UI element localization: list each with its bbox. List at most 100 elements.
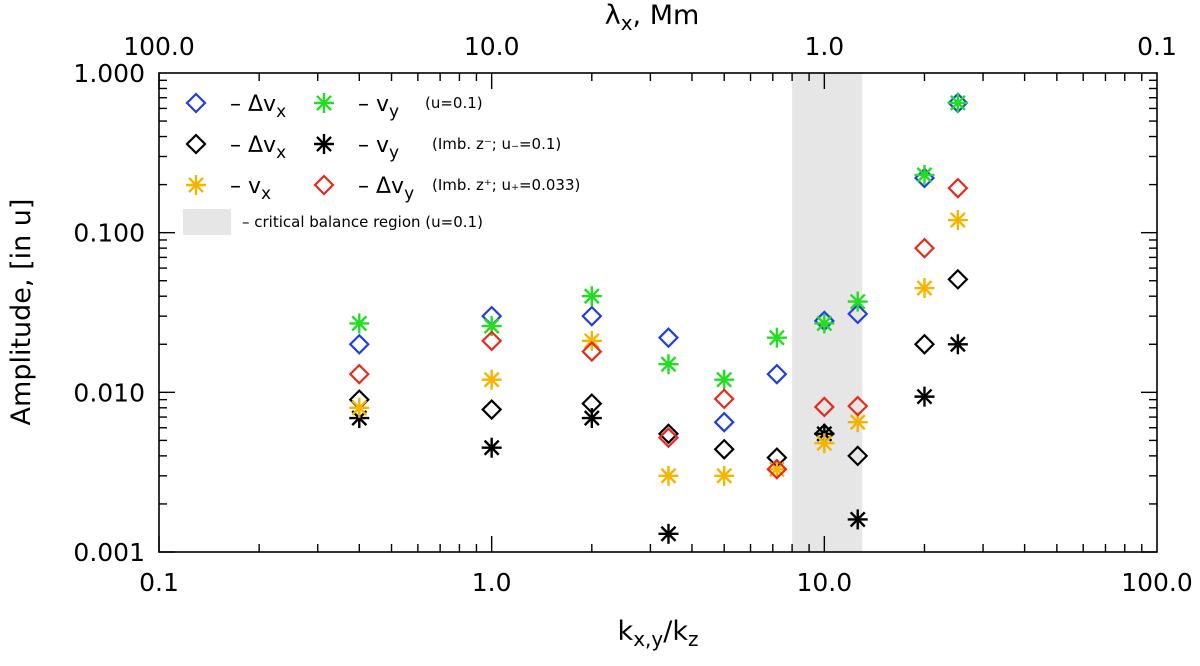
green_vy-point <box>947 92 968 113</box>
legend-label-0b: – vy <box>358 92 399 122</box>
asterisk-stroke <box>916 280 933 296</box>
red_dvy-point <box>847 395 869 417</box>
black_vy-point <box>658 523 679 544</box>
plot-frame <box>158 72 1158 553</box>
legend-note-0: (u=0.1) <box>425 94 483 112</box>
legend-marker-1a <box>185 133 207 155</box>
asterisk-stroke <box>916 388 933 405</box>
green_vy-point <box>581 286 602 307</box>
black_dvx-point <box>947 268 969 290</box>
points-layer <box>348 92 969 544</box>
y-tick-label: 1.000 <box>73 59 145 88</box>
legend-marker-2b <box>313 174 335 196</box>
asterisk-stroke <box>351 399 368 416</box>
legend-region-label: – critical balance region (u=0.1) <box>242 213 483 231</box>
blue_dvx-point <box>581 305 603 327</box>
top-tick-label: 10.0 <box>464 32 520 61</box>
asterisk-stroke <box>483 439 500 456</box>
green_vy-point <box>847 291 868 312</box>
blue_dvx-point <box>348 333 370 355</box>
green_vy-point <box>914 164 935 185</box>
red_dvy-point <box>766 458 788 480</box>
asterisk-stroke <box>483 318 500 334</box>
black_dvx-point <box>713 438 735 460</box>
blue_dvx-point <box>766 363 788 385</box>
orange_vx-point <box>481 369 502 390</box>
asterisk-stroke <box>949 94 966 111</box>
critical-balance-region <box>792 73 863 552</box>
asterisk-stroke <box>716 467 733 484</box>
x-tick-label: 1.0 <box>472 568 512 597</box>
red_dvy-point <box>947 177 969 199</box>
black_vy-point <box>947 334 968 355</box>
asterisk-stroke <box>660 356 677 373</box>
asterisk-stroke <box>351 315 368 332</box>
red_dvy-point <box>913 237 936 259</box>
orange_vx-point <box>914 278 935 299</box>
x-tick-label: 100.0 <box>1121 568 1193 597</box>
red_dvy-point <box>813 396 835 418</box>
red_dvy-point <box>481 330 503 352</box>
asterisk-stroke <box>583 332 600 349</box>
blue_dvx-point <box>713 411 735 433</box>
asterisk-stroke <box>188 177 204 193</box>
asterisk-stroke <box>660 525 677 542</box>
x-tick-label: 0.1 <box>139 568 179 597</box>
asterisk-stroke <box>768 329 785 346</box>
legend-label-2b: – Δvy <box>358 174 414 204</box>
blue_dvx-point <box>657 327 680 349</box>
legend-marker-0b <box>314 93 334 113</box>
legend-label-2a: – vx <box>230 174 271 204</box>
asterisk-stroke <box>849 293 866 310</box>
legend-label-1b: – vy <box>358 133 399 163</box>
legend-note-2: (Imb. z⁺; u₊=0.033) <box>432 176 580 194</box>
black_vy-point <box>914 386 935 407</box>
region-layer <box>792 73 863 552</box>
black_dvx-point <box>847 445 869 467</box>
legend-layer: – Δvx – vy (u=0.1) – Δvx – vy (Imb. z⁻; u₋=0.… <box>183 92 580 235</box>
asterisk-stroke <box>849 414 866 431</box>
black_dvx-point <box>913 333 936 355</box>
asterisk-stroke <box>716 371 733 388</box>
asterisk-stroke <box>949 212 966 228</box>
asterisk-stroke <box>583 288 600 305</box>
black_dvx-point <box>481 399 503 421</box>
asterisk-stroke <box>816 435 833 452</box>
red_dvy-point <box>581 341 603 363</box>
orange_vx-point <box>658 465 679 486</box>
asterisk-stroke <box>916 166 933 183</box>
asterisk-stroke <box>483 371 500 388</box>
legend-marker-0a <box>185 92 207 114</box>
legend-marker-2a <box>186 175 206 195</box>
green_vy-point <box>349 313 370 334</box>
black_vy-point <box>581 408 602 429</box>
green_vy-point <box>814 313 835 334</box>
asterisk-stroke <box>660 467 677 484</box>
red_dvy-point <box>348 363 370 385</box>
red_dvy-point <box>657 427 680 449</box>
asterisk-stroke <box>583 410 600 426</box>
asterisk-stroke <box>316 95 332 111</box>
asterisk-stroke <box>849 511 866 528</box>
asterisk-stroke <box>316 136 332 152</box>
orange_vx-point <box>581 330 602 351</box>
black_vy-point <box>847 509 868 530</box>
orange_vx-point <box>349 397 370 418</box>
top-axis-title: λx, Mm <box>605 0 700 35</box>
green_vy-point <box>714 369 735 390</box>
legend-region-swatch <box>183 209 231 235</box>
black_vy-point <box>481 437 502 458</box>
orange_vx-point <box>714 465 735 486</box>
legend-note-1: (Imb. z⁻; u₋=0.1) <box>432 135 561 153</box>
orange_vx-point <box>766 459 787 480</box>
black_dvx-point <box>657 423 680 445</box>
top-tick-label: 1.0 <box>804 32 844 61</box>
orange_vx-point <box>814 433 835 454</box>
asterisk-stroke <box>949 336 966 353</box>
blue_dvx-point <box>847 303 869 325</box>
asterisk-stroke <box>816 315 833 332</box>
green_vy-point <box>658 354 679 375</box>
x-tick-label: 10.0 <box>796 568 852 597</box>
